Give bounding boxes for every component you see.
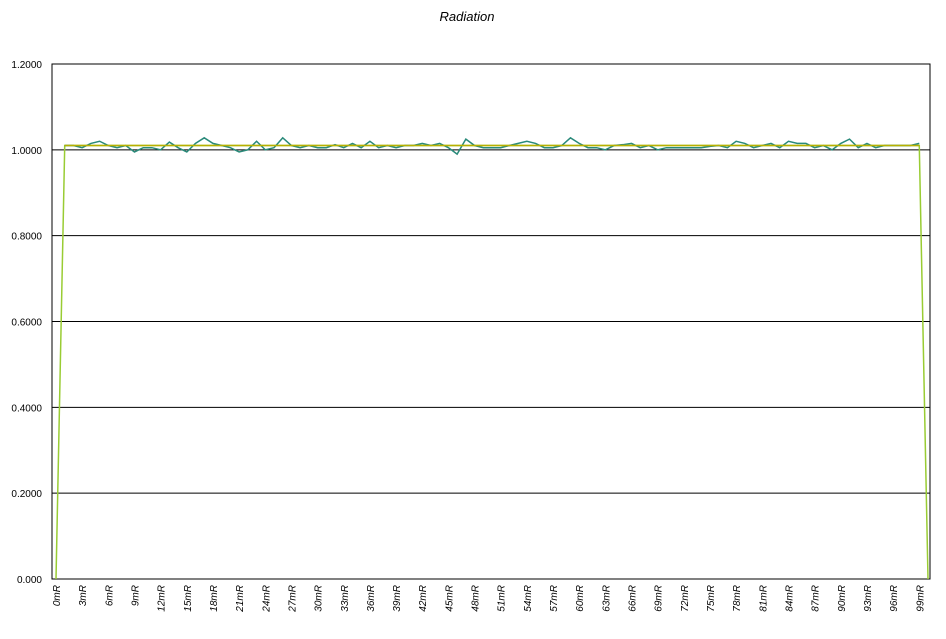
x-tick-label: 75mR bbox=[706, 585, 717, 612]
x-tick-label: 81mR bbox=[758, 585, 769, 612]
x-tick-label: 15mR bbox=[183, 585, 194, 612]
y-tick-label: 0.000 bbox=[17, 575, 42, 586]
x-tick-label: 36mR bbox=[366, 585, 377, 612]
x-tick-label: 39mR bbox=[392, 585, 403, 612]
x-tick-label: 99mR bbox=[915, 585, 926, 612]
x-tick-label: 60mR bbox=[575, 585, 586, 612]
x-tick-label: 72mR bbox=[680, 585, 691, 612]
x-tick-label: 63mR bbox=[601, 585, 612, 612]
y-tick-label: 0.8000 bbox=[11, 232, 42, 243]
y-tick-label: 0.2000 bbox=[11, 489, 42, 500]
x-tick-label: 30mR bbox=[314, 585, 325, 612]
x-tick-label: 3mR bbox=[78, 585, 89, 606]
x-tick-label: 21mR bbox=[235, 585, 246, 613]
x-tick-label: 69mR bbox=[654, 585, 665, 612]
x-tick-label: 84mR bbox=[784, 585, 795, 612]
x-tick-label: 48mR bbox=[471, 585, 482, 612]
x-tick-label: 9mR bbox=[130, 585, 141, 606]
x-tick-label: 66mR bbox=[628, 585, 639, 612]
x-tick-label: 54mR bbox=[523, 585, 534, 612]
x-tick-label: 93mR bbox=[863, 585, 874, 612]
x-tick-label: 78mR bbox=[732, 585, 743, 612]
y-tick-label: 1.2000 bbox=[11, 60, 42, 71]
chart-title: Radiation bbox=[440, 9, 495, 24]
y-tick-label: 1.0000 bbox=[11, 146, 42, 157]
x-tick-label: 33mR bbox=[340, 585, 351, 612]
x-tick-label: 96mR bbox=[889, 585, 900, 612]
y-tick-label: 0.6000 bbox=[11, 318, 42, 329]
x-tick-label: 57mR bbox=[549, 585, 560, 612]
x-tick-label: 6mR bbox=[104, 585, 115, 606]
x-tick-label: 90mR bbox=[837, 585, 848, 612]
x-tick-label: 0mR bbox=[52, 585, 63, 606]
x-tick-label: 12mR bbox=[157, 585, 168, 612]
x-tick-label: 87mR bbox=[811, 585, 822, 612]
x-tick-label: 42mR bbox=[418, 585, 429, 612]
y-tick-label: 0.4000 bbox=[11, 403, 42, 414]
x-tick-label: 18mR bbox=[209, 585, 220, 612]
x-tick-label: 51mR bbox=[497, 585, 508, 612]
x-tick-label: 27mR bbox=[287, 585, 298, 613]
x-tick-label: 24mR bbox=[261, 585, 272, 613]
x-tick-label: 45mR bbox=[444, 585, 455, 612]
